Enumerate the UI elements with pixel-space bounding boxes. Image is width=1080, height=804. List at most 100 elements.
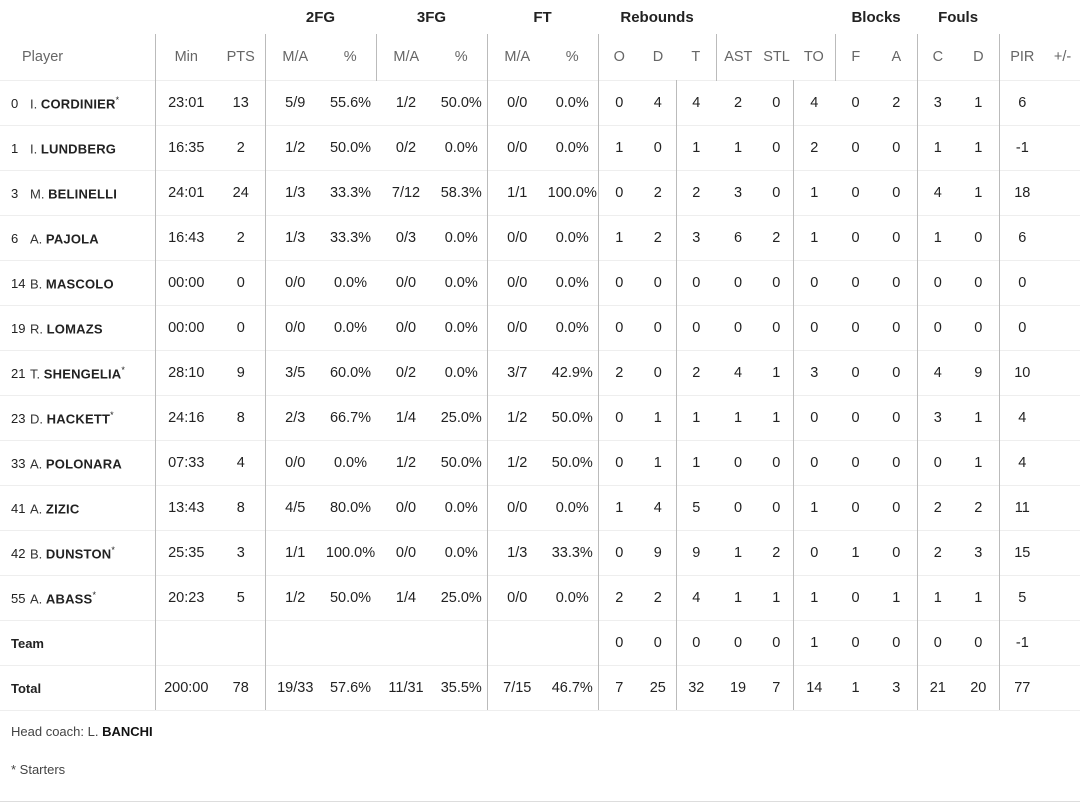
player-initial: I. bbox=[30, 96, 38, 112]
stat-cell: 3/5 bbox=[265, 350, 325, 396]
stat-cell: 7/15 bbox=[487, 665, 547, 711]
stat-cell: 1 bbox=[716, 395, 761, 441]
group-3fg: 3FG bbox=[416, 8, 447, 26]
col-ft-ma[interactable]: M/A bbox=[504, 49, 531, 65]
player-row[interactable]: 0 I. CORDINIER* 23:01 13 5/9 55.6% 1/2 50.0% 0/… bbox=[0, 80, 1080, 126]
player-last-name: BELINELLI bbox=[48, 186, 118, 202]
col-blk-f[interactable]: F bbox=[851, 49, 861, 65]
col-3fg-ma[interactable]: M/A bbox=[393, 49, 420, 65]
stat-cell: 1/3 bbox=[487, 530, 547, 576]
player-name[interactable]: A. ZIZIC bbox=[30, 485, 156, 531]
stat-cell: 0.0% bbox=[436, 260, 488, 306]
stat-cell: 0 bbox=[835, 350, 877, 396]
stat-cell: 1 bbox=[793, 485, 836, 531]
stat-cell: 0 bbox=[835, 485, 877, 531]
player-name[interactable]: B. MASCOLO bbox=[30, 260, 156, 306]
player-row[interactable]: 41 A. ZIZIC 13:43 8 4/5 80.0% 0/0 0.0% 0/0 0.0% 1… bbox=[0, 485, 1080, 531]
player-name[interactable]: R. LOMAZS bbox=[30, 305, 156, 351]
stat-cell: 5 bbox=[999, 575, 1046, 621]
stat-cell: 0.0% bbox=[547, 125, 599, 171]
stat-cell bbox=[1045, 125, 1080, 171]
player-row[interactable]: 55 A. ABASS* 20:23 5 1/2 50.0% 1/4 25.0% 0/0 0.0… bbox=[0, 575, 1080, 621]
group-rebounds: Rebounds bbox=[620, 8, 694, 26]
stat-cell: 0 bbox=[917, 260, 959, 306]
col-to[interactable]: TO bbox=[793, 34, 836, 81]
col-fouls-c[interactable]: C bbox=[932, 49, 944, 65]
stat-cell: 2 bbox=[716, 80, 761, 126]
player-name[interactable]: B. DUNSTON* bbox=[30, 530, 156, 576]
player-row[interactable]: 33 A. POLONARA 07:33 4 0/0 0.0% 1/2 50.0% 1/2 50… bbox=[0, 440, 1080, 486]
player-name[interactable]: A. PAJOLA bbox=[30, 215, 156, 261]
stat-cell: 1 bbox=[716, 575, 761, 621]
col-blk-a[interactable]: A bbox=[876, 34, 918, 81]
player-row[interactable]: 14 B. MASCOLO 00:00 0 0/0 0.0% 0/0 0.0% 0/0 0.0%… bbox=[0, 260, 1080, 306]
stat-cell: 1 bbox=[793, 620, 836, 666]
col-reb-t[interactable]: T bbox=[676, 34, 717, 81]
stat-cell: 0/0 bbox=[487, 215, 547, 261]
player-name[interactable]: M. BELINELLI bbox=[30, 170, 156, 216]
stat-cell: 3 bbox=[793, 350, 836, 396]
stat-cell: 2 bbox=[958, 485, 1000, 531]
player-last-name: HACKETT bbox=[46, 411, 111, 427]
player-row[interactable]: 3 M. BELINELLI 24:01 24 1/3 33.3% 7/12 58.3% 1/… bbox=[0, 170, 1080, 216]
player-name[interactable]: D. HACKETT* bbox=[30, 395, 156, 441]
player-name[interactable]: A. POLONARA bbox=[30, 440, 156, 486]
stat-cell: 32 bbox=[676, 665, 717, 711]
col-3fg-pct[interactable]: % bbox=[436, 34, 488, 81]
col-plus-minus[interactable]: +/- bbox=[1053, 49, 1072, 65]
col-ft-pct[interactable]: % bbox=[547, 34, 599, 81]
stat-cell bbox=[155, 620, 217, 666]
player-name[interactable]: I. CORDINIER* bbox=[30, 80, 156, 126]
player-row[interactable]: 19 R. LOMAZS 00:00 0 0/0 0.0% 0/0 0.0% 0/0 0.0% 0… bbox=[0, 305, 1080, 351]
stat-cell: 0.0% bbox=[436, 350, 488, 396]
player-row[interactable]: 42 B. DUNSTON* 25:35 3 1/1 100.0% 0/0 0.0% 1/3 3… bbox=[0, 530, 1080, 576]
stat-cell: 13 bbox=[217, 80, 266, 126]
player-name[interactable]: I. LUNDBERG bbox=[30, 125, 156, 171]
stat-cell: 0 bbox=[876, 620, 918, 666]
stat-cell: 16:35 bbox=[155, 125, 217, 171]
stat-cell: 25.0% bbox=[436, 395, 488, 441]
stat-cell: 1 bbox=[917, 215, 959, 261]
player-row[interactable]: 1 I. LUNDBERG 16:35 2 1/2 50.0% 0/2 0.0% 0/0 0.0… bbox=[0, 125, 1080, 171]
player-row[interactable]: 6 A. PAJOLA 16:43 2 1/3 33.3% 0/3 0.0% 0/0 0.0% 1… bbox=[0, 215, 1080, 261]
stat-cell: 4 bbox=[999, 395, 1046, 441]
head-coach: Head coach: L. BANCHI bbox=[11, 724, 153, 739]
col-2fg-pct[interactable]: % bbox=[325, 34, 377, 81]
col-pts[interactable]: PTS bbox=[217, 34, 266, 81]
stat-cell: 25 bbox=[640, 665, 677, 711]
player-name[interactable]: T. SHENGELIA* bbox=[30, 350, 156, 396]
player-name[interactable]: A. ABASS* bbox=[30, 575, 156, 621]
stat-cell bbox=[1045, 305, 1080, 351]
stat-cell: 1 bbox=[760, 395, 794, 441]
stat-cell: 1/3 bbox=[265, 215, 325, 261]
stat-cell: 0 bbox=[999, 305, 1046, 351]
stat-cell: 58.3% bbox=[436, 170, 488, 216]
stat-cell bbox=[1045, 395, 1080, 441]
stat-cell: 0 bbox=[835, 215, 877, 261]
col-player[interactable]: Player bbox=[0, 34, 156, 81]
player-row[interactable]: 23 D. HACKETT* 24:16 8 2/3 66.7% 1/4 25.0% 1/2 5… bbox=[0, 395, 1080, 441]
starter-mark: * bbox=[92, 589, 96, 600]
stat-cell: 35.5% bbox=[436, 665, 488, 711]
col-reb-d[interactable]: D bbox=[652, 49, 664, 65]
player-row[interactable]: 21 T. SHENGELIA* 28:10 9 3/5 60.0% 0/2 0.0% 3/7… bbox=[0, 350, 1080, 396]
col-pir[interactable]: PIR bbox=[1010, 49, 1035, 65]
player-initial: M. bbox=[30, 186, 45, 202]
stat-cell: 1 bbox=[958, 575, 1000, 621]
col-2fg-ma[interactable]: M/A bbox=[282, 49, 309, 65]
stat-cell: 1 bbox=[598, 125, 641, 171]
col-reb-o[interactable]: O bbox=[613, 49, 625, 65]
col-ast[interactable]: AST bbox=[724, 49, 753, 65]
stat-cell: 1/1 bbox=[487, 170, 547, 216]
stat-cell: 23:01 bbox=[155, 80, 217, 126]
col-min[interactable]: Min bbox=[174, 49, 198, 65]
stat-cell: 1 bbox=[876, 575, 918, 621]
group-fouls: Fouls bbox=[938, 8, 979, 26]
stat-cell: 1 bbox=[676, 440, 717, 486]
stat-cell: 0 bbox=[676, 620, 717, 666]
player-initial: T. bbox=[30, 366, 41, 382]
stat-cell: 2 bbox=[676, 350, 717, 396]
stat-cell: 0 bbox=[876, 440, 918, 486]
col-fouls-d[interactable]: D bbox=[958, 34, 1000, 81]
col-stl[interactable]: STL bbox=[763, 49, 790, 65]
